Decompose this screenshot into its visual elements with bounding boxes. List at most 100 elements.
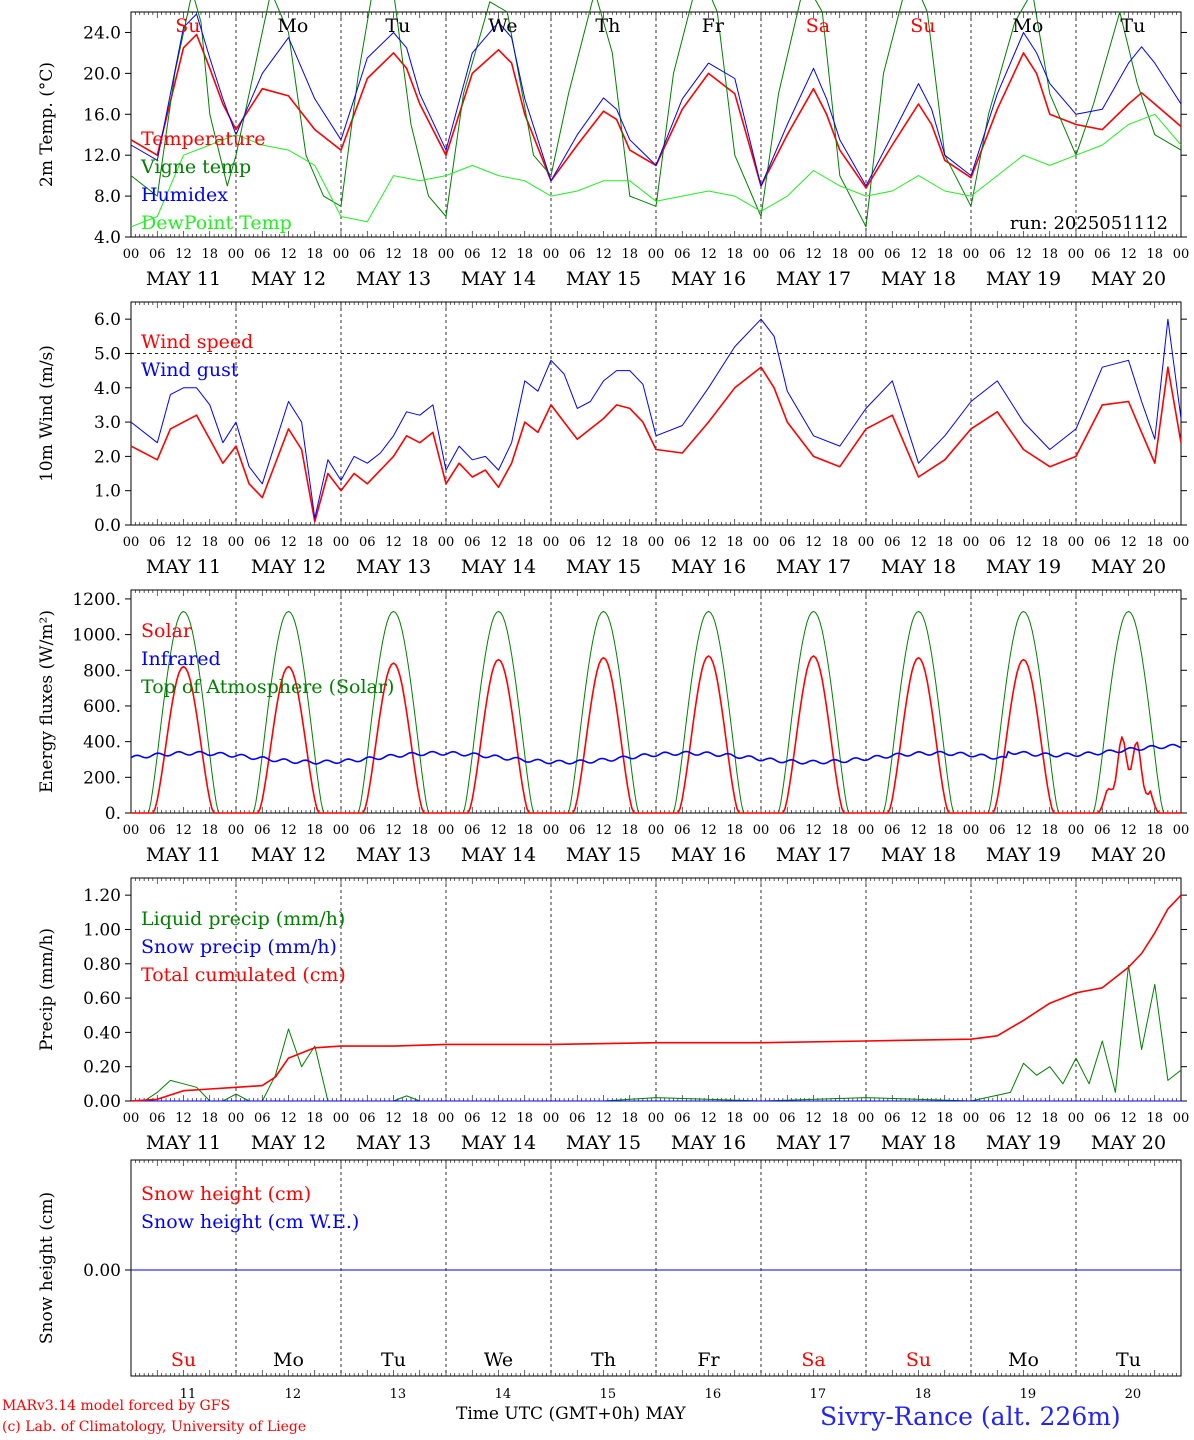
y-tick-label: 12.0 (83, 146, 121, 166)
x-hour-label: 06 (779, 247, 796, 262)
x-hour-label: 06 (779, 535, 796, 550)
x-hour-label: 12 (910, 247, 927, 262)
x-hour-label: 00 (543, 247, 560, 262)
legend-entry: Solar (141, 620, 193, 642)
x-hour-label: 06 (989, 535, 1006, 550)
footer-model: MARv3.14 model forced by GFS (2, 1398, 231, 1414)
x-hour-label: 12 (385, 535, 402, 550)
x-hour-label: 00 (753, 823, 770, 838)
x-hour-label: 12 (910, 1111, 927, 1126)
x-hour-label: 12 (805, 1111, 822, 1126)
x-date-label: MAY 12 (251, 268, 326, 290)
x-hour-label: 18 (516, 823, 533, 838)
x-date-label: MAY 20 (1091, 556, 1166, 578)
x-date-label: MAY 20 (1091, 1132, 1166, 1154)
x-hour-label: 18 (306, 535, 323, 550)
x-hour-label: 18 (201, 247, 218, 262)
day-number-label: 20 (1125, 1387, 1142, 1402)
series-line-total-cumulated-cm- (130, 894, 1182, 1102)
x-hour-label: 00 (228, 823, 245, 838)
weekday-label-bottom: Tu (381, 1349, 406, 1371)
x-hour-label: 06 (359, 823, 376, 838)
x-date-label: MAY 16 (671, 556, 746, 578)
x-hour-label: 12 (595, 535, 612, 550)
legend-entry: Vigne temp (140, 156, 251, 178)
x-hour-label: 06 (1094, 247, 1111, 262)
series-line-wind-gust (130, 318, 1182, 519)
x-hour-label: 06 (149, 247, 166, 262)
x-hour-label: 06 (254, 1111, 271, 1126)
day-number-label: 16 (705, 1387, 722, 1402)
x-hour-label: 06 (149, 535, 166, 550)
weekday-label-top: Su (910, 15, 935, 37)
x-hour-label: 18 (201, 823, 218, 838)
x-hour-label: 00 (438, 247, 455, 262)
x-hour-label: 12 (910, 823, 927, 838)
x-hour-label: 12 (595, 247, 612, 262)
y-tick-label: 2.0 (94, 447, 121, 467)
day-number-label: 12 (285, 1387, 302, 1402)
x-hour-label: 12 (805, 247, 822, 262)
x-hour-label: 06 (359, 1111, 376, 1126)
weekday-label-bottom: Tu (1116, 1349, 1141, 1371)
x-hour-label: 06 (884, 823, 901, 838)
weekday-label-bottom: Mo (273, 1349, 304, 1371)
x-hour-label: 18 (1146, 1111, 1163, 1126)
x-hour-label: 06 (569, 247, 586, 262)
x-hour-label: 00 (123, 247, 140, 262)
y-axis-label: Energy fluxes (W/m²) (37, 610, 57, 793)
x-date-label: MAY 12 (251, 844, 326, 866)
footer-axis-title: Time UTC (GMT+0h) MAY (456, 1404, 686, 1424)
x-hour-label: 00 (963, 247, 980, 262)
x-hour-label: 12 (700, 535, 717, 550)
weekday-label-bottom: Su (906, 1349, 931, 1371)
x-hour-label: 12 (175, 535, 192, 550)
x-hour-label: 18 (936, 535, 953, 550)
y-tick-label: 5.0 (94, 344, 121, 364)
x-hour-label: 18 (516, 247, 533, 262)
x-hour-label: 06 (1094, 823, 1111, 838)
legend-entry: Wind speed (141, 331, 253, 353)
y-tick-label: 8.0 (94, 187, 121, 207)
x-hour-label: 18 (621, 823, 638, 838)
x-hour-label: 12 (595, 1111, 612, 1126)
legend-entry: Snow height (cm) (141, 1183, 311, 1205)
y-tick-label: 6.0 (94, 310, 121, 330)
x-hour-label: 06 (779, 823, 796, 838)
x-date-label: MAY 20 (1091, 268, 1166, 290)
x-date-label: MAY 18 (881, 1132, 956, 1154)
x-date-label: MAY 15 (566, 1132, 641, 1154)
x-hour-label: 00 (648, 823, 665, 838)
x-date-label: MAY 14 (461, 556, 536, 578)
day-number-label: 14 (495, 1387, 512, 1402)
x-hour-label: 06 (989, 823, 1006, 838)
day-number-label: 13 (390, 1387, 407, 1402)
x-date-label: MAY 11 (146, 268, 221, 290)
x-hour-label: 06 (884, 1111, 901, 1126)
x-hour-label: 00 (333, 1111, 350, 1126)
x-hour-label: 18 (726, 535, 743, 550)
x-hour-label: 06 (779, 1111, 796, 1126)
x-hour-label: 18 (831, 823, 848, 838)
x-date-label: MAY 18 (881, 268, 956, 290)
x-hour-label: 12 (1015, 823, 1032, 838)
x-hour-label: 00 (1173, 823, 1190, 838)
x-hour-label: 18 (621, 535, 638, 550)
x-hour-label: 00 (1068, 1111, 1085, 1126)
x-hour-label: 12 (1120, 535, 1137, 550)
x-hour-label: 00 (753, 247, 770, 262)
series-line-solar (131, 655, 1181, 814)
x-hour-label: 06 (464, 1111, 481, 1126)
y-tick-label: 4.0 (94, 379, 121, 399)
x-date-label: MAY 15 (566, 844, 641, 866)
weekday-label-bottom: Mo (1008, 1349, 1039, 1371)
x-hour-label: 00 (858, 247, 875, 262)
weekday-label-top: Tu (1120, 15, 1145, 37)
x-hour-label: 00 (963, 823, 980, 838)
x-hour-label: 06 (254, 535, 271, 550)
x-hour-label: 06 (674, 1111, 691, 1126)
x-date-label: MAY 17 (776, 556, 851, 578)
x-hour-label: 12 (280, 535, 297, 550)
legend-entry: Infrared (141, 648, 221, 670)
legend-entry: Top of Atmosphere (Solar) (141, 676, 394, 698)
